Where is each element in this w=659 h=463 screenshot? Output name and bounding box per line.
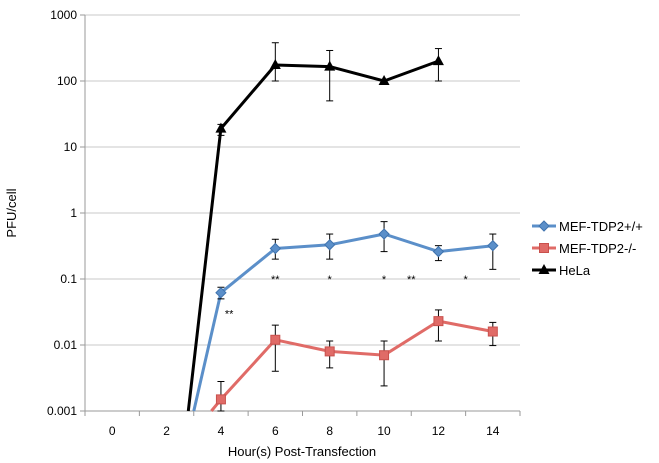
legend-marker <box>538 264 550 274</box>
significance-marker: * <box>463 274 468 286</box>
data-point <box>379 350 390 361</box>
data-point <box>432 245 445 258</box>
y-tick-labels: 0.001 0.01 0.1 1 10 100 1000 <box>47 8 77 418</box>
x-axis-label: Hour(s) Post-Transfection <box>228 444 376 459</box>
data-point <box>433 316 444 327</box>
significance-marker: ** <box>225 309 234 321</box>
y-tick-label: 1 <box>70 206 77 220</box>
data-point <box>215 394 226 405</box>
series-layer <box>186 42 499 412</box>
data-point <box>324 346 335 357</box>
x-tick-label: 2 <box>163 424 170 438</box>
annotations: **** * * ** * <box>225 274 469 321</box>
data-point <box>378 75 390 85</box>
x-tick-label: 12 <box>432 424 446 438</box>
x-tick-label: 8 <box>326 424 333 438</box>
significance-marker: ** <box>407 274 416 286</box>
gridlines <box>85 14 520 346</box>
legend-marker <box>538 220 550 232</box>
legend: MEF-TDP2+/+ MEF-TDP2-/- HeLa <box>532 219 643 278</box>
legend-label: MEF-TDP2-/- <box>559 241 636 256</box>
legend-item: MEF-TDP2+/+ <box>532 219 643 234</box>
y-axis-label: PFU/cell <box>4 188 19 237</box>
data-point <box>432 55 444 66</box>
data-point <box>215 122 227 133</box>
data-point <box>487 326 498 337</box>
y-tick-label: 100 <box>57 74 77 88</box>
data-point <box>323 239 336 251</box>
legend-label: HeLa <box>559 263 591 278</box>
x-tick-label: 14 <box>486 424 500 438</box>
y-tick-label: 0.001 <box>47 404 77 418</box>
significance-marker: * <box>328 274 333 286</box>
data-point <box>215 286 227 299</box>
series-1 <box>192 221 499 412</box>
x-tick-label: 0 <box>109 424 116 438</box>
legend-item: HeLa <box>532 263 591 278</box>
axes <box>80 14 521 416</box>
legend-label: MEF-TDP2+/+ <box>559 219 643 234</box>
y-tick-label: 10 <box>64 140 78 154</box>
data-point <box>270 334 281 345</box>
data-point <box>269 242 282 255</box>
x-tick-label: 4 <box>218 424 225 438</box>
series-line <box>186 59 439 412</box>
x-tick-label: 6 <box>272 424 279 438</box>
y-tick-label: 1000 <box>50 8 77 22</box>
data-point <box>378 228 390 240</box>
series-line <box>210 319 494 412</box>
y-tick-label: 0.01 <box>54 338 78 352</box>
x-tick-label: 10 <box>377 424 391 438</box>
significance-marker: ** <box>271 274 280 286</box>
x-tick-labels: 0 2 4 6 8 10 12 14 <box>109 424 500 438</box>
data-point <box>487 239 499 252</box>
data-point <box>269 58 281 69</box>
series-3 <box>186 42 444 412</box>
series-2 <box>210 309 498 412</box>
significance-marker: * <box>382 274 387 286</box>
y-tick-label: 0.1 <box>60 272 77 286</box>
legend-marker <box>539 243 549 253</box>
legend-item: MEF-TDP2-/- <box>532 241 636 256</box>
data-point <box>324 60 336 71</box>
